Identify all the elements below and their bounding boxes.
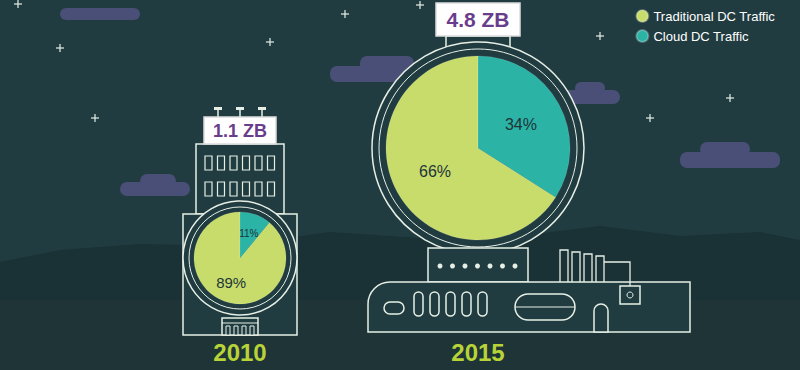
svg-text:Cloud DC Traffic: Cloud DC Traffic <box>653 29 749 44</box>
svg-text:11%: 11% <box>239 228 258 239</box>
svg-text:Traditional DC Traffic: Traditional DC Traffic <box>653 9 775 24</box>
svg-text:4.8 ZB: 4.8 ZB <box>446 8 509 31</box>
svg-text:1.1 ZB: 1.1 ZB <box>213 121 267 141</box>
svg-text:89%: 89% <box>216 274 246 291</box>
svg-text:34%: 34% <box>505 116 537 133</box>
svg-text:2010: 2010 <box>213 339 266 366</box>
svg-text:2015: 2015 <box>451 339 504 366</box>
svg-text:66%: 66% <box>419 163 451 180</box>
